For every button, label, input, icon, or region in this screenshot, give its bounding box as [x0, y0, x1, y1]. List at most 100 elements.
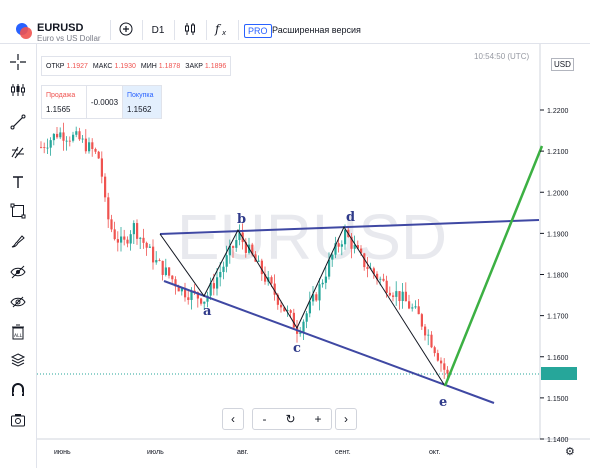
divider [174, 20, 175, 40]
candle-body [88, 142, 91, 152]
scroll-left-button[interactable]: ‹ [222, 408, 244, 430]
candles-group [40, 122, 449, 382]
candle-body [100, 158, 103, 177]
candle-body [78, 131, 81, 140]
open-label: ОТКР [46, 62, 65, 70]
compare-button[interactable] [116, 18, 136, 42]
candle-body [360, 248, 363, 254]
crosshair-icon[interactable] [8, 52, 28, 72]
price-tick-label: 1.1600 [547, 355, 569, 362]
candle-body [238, 232, 241, 241]
candle-body [206, 295, 209, 302]
reset-zoom-button[interactable]: ↻ [285, 412, 296, 426]
low-label: МИН [140, 62, 157, 70]
candle-body [216, 277, 219, 289]
candle-body [417, 306, 420, 315]
candle-body [350, 236, 353, 249]
divider [142, 20, 143, 40]
candle-body [315, 294, 318, 301]
symbol-flag-icon [15, 22, 33, 40]
candle-body [187, 297, 190, 300]
sell-price: 1.1565 [46, 105, 71, 114]
pattern-label-c: c [293, 341, 301, 356]
price-axis[interactable]: 1.2200 1.2100 1.2000 1.1900 1.1800 1.1700 1.16… [540, 108, 569, 444]
candle-body [244, 242, 247, 253]
trendline-icon[interactable] [8, 112, 28, 132]
candle-body [398, 291, 401, 302]
sell-button[interactable]: Продажа 1.1565 [41, 85, 87, 119]
candle-body [232, 246, 235, 248]
left-toolbar: ALL [0, 44, 37, 468]
currency-label[interactable]: USD [551, 58, 574, 71]
buy-button[interactable]: Покупка 1.1562 [122, 85, 162, 119]
candle-body [142, 237, 145, 243]
screenshot-icon[interactable] [8, 410, 28, 430]
high-value: 1.1930 [114, 62, 136, 70]
close-value: 1.1896 [204, 62, 227, 70]
indicators-icon[interactable] [8, 80, 28, 100]
forecast-line[interactable] [443, 145, 544, 387]
chart-type-button[interactable] [180, 18, 200, 42]
candle-body [40, 147, 43, 148]
svg-text:f: f [214, 22, 222, 36]
candle-body [72, 134, 75, 141]
candle-body [257, 260, 260, 262]
delete-all-icon[interactable]: ALL [8, 322, 28, 342]
scroll-right-button[interactable]: › [335, 408, 357, 430]
hide-drawings-icon[interactable] [8, 292, 28, 312]
lower-trendline[interactable] [163, 280, 495, 404]
candle-body [235, 240, 238, 248]
candle-body [337, 243, 340, 247]
pro-badge[interactable]: PRO [244, 24, 272, 38]
upper-trendline[interactable] [159, 219, 540, 235]
brush-icon[interactable] [8, 231, 28, 251]
price-tick-label: 1.1400 [547, 437, 569, 444]
candle-body [408, 301, 411, 309]
candle-body [376, 273, 379, 280]
candle-body [283, 307, 286, 312]
price-chart[interactable]: EURUSD a b c d e 1.2200 1.2100 1.2000 1.190… [37, 44, 590, 468]
price-tick-label: 1.2200 [547, 108, 569, 115]
candle-body [107, 197, 110, 220]
candle-body [91, 142, 94, 149]
magnet-icon[interactable] [8, 380, 28, 400]
candle-body [356, 245, 359, 249]
candle-body [56, 133, 59, 138]
candle-body [379, 278, 382, 280]
symbol-name[interactable]: EURUSD [37, 22, 84, 34]
pattern-drawing[interactable]: a b c d e [159, 145, 544, 410]
candle-body [81, 138, 84, 140]
candle-body [312, 294, 315, 302]
eye-icon[interactable] [8, 262, 28, 282]
candle-body [52, 133, 55, 141]
candle-body [46, 147, 49, 149]
candle-body [305, 313, 308, 322]
candle-body [324, 276, 327, 283]
time-axis[interactable]: июнь июль авг. сент. окт. [54, 449, 440, 456]
timeframe-button[interactable]: D1 [151, 24, 165, 36]
candle-body [395, 291, 398, 297]
measure-icon[interactable] [8, 201, 28, 221]
candle-body [152, 246, 155, 263]
layers-icon[interactable] [8, 350, 28, 370]
candle-body [401, 291, 404, 302]
chart-watermark: EURUSD [177, 201, 447, 273]
text-icon[interactable] [8, 172, 28, 192]
time-tick-label: июнь [54, 449, 71, 456]
fib-icon[interactable] [8, 142, 28, 162]
candle-body [334, 243, 337, 255]
candle-body [184, 287, 187, 298]
zoom-in-button[interactable]: + [314, 412, 322, 426]
candle-body [251, 244, 254, 255]
zigzag-line[interactable] [159, 225, 446, 387]
pro-link[interactable]: Расширенная версия [272, 25, 361, 35]
candle-body [94, 148, 97, 152]
settings-gear-icon[interactable]: ⚙ [565, 446, 575, 458]
pattern-label-b: b [237, 212, 246, 227]
candle-body [62, 132, 65, 141]
candles-icon [183, 22, 197, 39]
candle-body [132, 223, 135, 235]
zoom-out-button[interactable]: - [262, 412, 267, 426]
